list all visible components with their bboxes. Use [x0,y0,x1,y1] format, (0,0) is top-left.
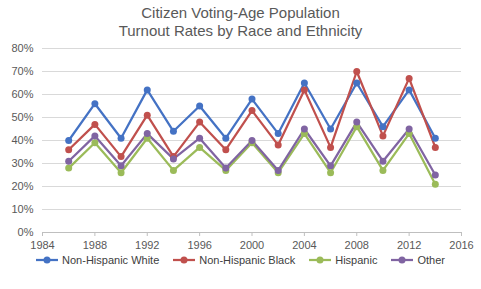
svg-text:1996: 1996 [187,239,211,251]
svg-text:2004: 2004 [292,239,316,251]
svg-text:2012: 2012 [397,239,421,251]
svg-text:30%: 30% [11,157,33,169]
svg-text:2000: 2000 [240,239,264,251]
svg-text:50%: 50% [11,111,33,123]
svg-text:70%: 70% [11,65,33,77]
svg-text:2008: 2008 [345,239,369,251]
html-text:Turnout Rates by Race and Ethn: Turnout Rates by Race and Ethnicity [118,22,363,39]
svg-text:10%: 10% [11,203,33,215]
html-text:Other: Other [417,254,445,266]
svg-text:2016: 2016 [449,239,473,251]
svg-text:1984: 1984 [30,239,54,251]
svg-text:40%: 40% [11,134,33,146]
svg-text:20%: 20% [11,180,33,192]
html-text:Non-Hispanic Black: Non-Hispanic Black [199,254,296,266]
svg-text:60%: 60% [11,88,33,100]
html-text:Citizen Voting-Age Population: Citizen Voting-Age Population [141,4,340,21]
svg-text:0%: 0% [18,226,34,238]
svg-text:1992: 1992 [135,239,159,251]
html-text:Non-Hispanic White: Non-Hispanic White [62,254,160,266]
svg-text:80%: 80% [11,42,33,54]
svg-text:1988: 1988 [83,239,107,251]
html-text:Hispanic: Hispanic [335,254,378,266]
